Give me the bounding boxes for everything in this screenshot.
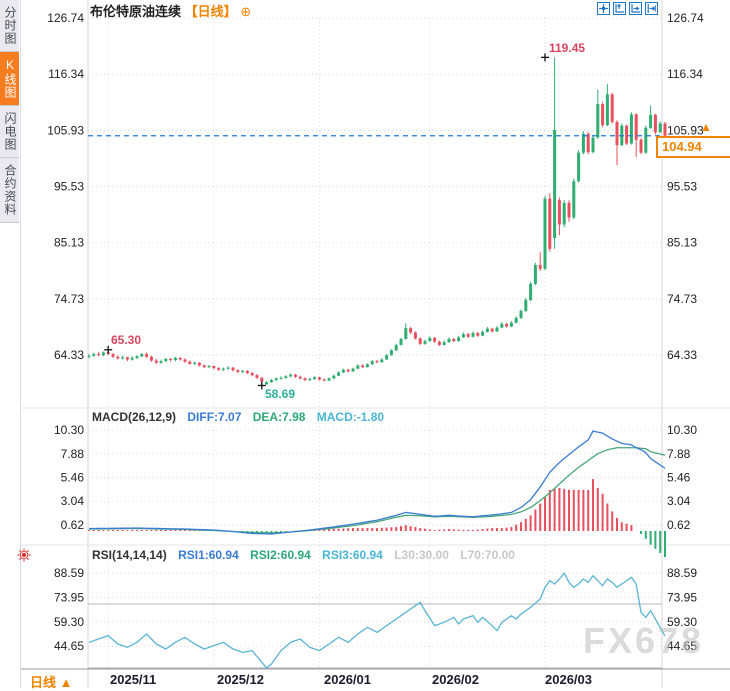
svg-text:116.34: 116.34 <box>48 67 84 81</box>
macd-hist-value: MACD:-1.80 <box>316 410 385 424</box>
svg-text:73.95: 73.95 <box>667 590 697 604</box>
price-up-arrow-icon: ▲ <box>700 120 712 134</box>
svg-text:126.74: 126.74 <box>47 11 84 25</box>
chart-toolbar <box>597 2 658 15</box>
add-indicator-icon[interactable]: ⊕ <box>240 4 252 19</box>
macd-diff-value: DIFF:7.07 <box>187 410 242 424</box>
period-selector[interactable]: 日线 ▲ <box>30 672 73 691</box>
rsi1-value: RSI1:60.94 <box>178 548 239 562</box>
period-selector-label: 日线 <box>30 675 57 690</box>
x-tick-2026-01: 2026/01 <box>324 672 371 687</box>
svg-text:5.46: 5.46 <box>61 471 85 485</box>
svg-text:126.74: 126.74 <box>667 11 704 25</box>
spike-high-label: 119.45 <box>549 41 586 55</box>
svg-text:74.73: 74.73 <box>667 292 697 306</box>
svg-text:64.33: 64.33 <box>667 348 697 362</box>
svg-text:0.62: 0.62 <box>667 518 691 532</box>
sidebar-tab-time-chart[interactable]: 分时图 <box>0 0 19 52</box>
chart-title: 布伦特原油连续 【日线】 ⊕ <box>90 1 251 20</box>
axis-zoom-right-icon[interactable] <box>629 2 642 15</box>
macd-dea-value: DEA:7.98 <box>252 410 306 424</box>
watermark: FX678 <box>583 620 705 661</box>
svg-text:74.73: 74.73 <box>54 292 84 306</box>
x-tick-2026-03: 2026/03 <box>545 672 592 687</box>
macd-header: MACD(26,12,9) DIFF:7.07 DEA:7.98 MACD:-1… <box>92 410 392 424</box>
macd-label[interactable]: MACD(26,12,9) <box>92 410 177 424</box>
swing-high-label: 65.30 <box>111 333 142 347</box>
indicator-settings-sun-icon[interactable] <box>17 548 31 562</box>
svg-text:73.95: 73.95 <box>54 590 84 604</box>
svg-text:10.30: 10.30 <box>667 423 697 437</box>
svg-text:95.53: 95.53 <box>667 180 697 194</box>
period-selector-arrow-icon: ▲ <box>59 675 73 690</box>
svg-text:85.13: 85.13 <box>667 236 697 250</box>
sidebar-tab-contract-info[interactable]: 合约资料 <box>0 158 19 223</box>
svg-text:88.59: 88.59 <box>667 566 697 580</box>
rsi-l30-value: L30:30.00 <box>394 548 449 562</box>
x-tick-2026-02: 2026/02 <box>432 672 479 687</box>
x-tick-2025-12: 2025/12 <box>217 672 264 687</box>
sidebar: 分时图 K线图 闪电图 合约资料 <box>0 0 21 688</box>
svg-text:3.04: 3.04 <box>667 494 691 508</box>
svg-text:95.53: 95.53 <box>54 180 84 194</box>
instrument-name: 布伦特原油连续 <box>90 4 182 19</box>
svg-text:85.13: 85.13 <box>54 236 84 250</box>
period-tag: 【日线】 <box>184 4 237 19</box>
swing-low-label: 58.69 <box>265 387 296 401</box>
svg-text:64.33: 64.33 <box>54 348 84 362</box>
svg-text:59.30: 59.30 <box>54 615 84 629</box>
svg-text:116.34: 116.34 <box>667 67 703 81</box>
sidebar-tab-lightning-chart[interactable]: 闪电图 <box>0 106 19 158</box>
x-tick-2025-11: 2025/11 <box>110 672 157 687</box>
crosshair-move-icon[interactable] <box>597 2 610 15</box>
rsi-l70-value: L70:70.00 <box>460 548 515 562</box>
rsi2-value: RSI2:60.94 <box>250 548 311 562</box>
sidebar-tab-kline-chart[interactable]: K线图 <box>0 52 19 106</box>
svg-text:44.65: 44.65 <box>54 639 84 653</box>
svg-text:5.46: 5.46 <box>667 471 691 485</box>
rsi3-value: RSI3:60.94 <box>322 548 383 562</box>
svg-text:10.30: 10.30 <box>54 423 84 437</box>
svg-text:3.04: 3.04 <box>61 494 85 508</box>
jump-to-latest-icon[interactable] <box>645 2 658 15</box>
svg-text:0.62: 0.62 <box>61 518 85 532</box>
svg-text:7.88: 7.88 <box>61 447 85 461</box>
svg-text:105.93: 105.93 <box>47 123 84 137</box>
rsi-header: RSI(14,14,14) RSI1:60.94 RSI2:60.94 RSI3… <box>92 548 523 562</box>
axis-zoom-left-icon[interactable] <box>613 2 626 15</box>
svg-text:88.59: 88.59 <box>54 566 84 580</box>
rsi-label[interactable]: RSI(14,14,14) <box>92 548 167 562</box>
current-price-badge: 104.94 <box>656 136 730 158</box>
svg-text:7.88: 7.88 <box>667 447 691 461</box>
